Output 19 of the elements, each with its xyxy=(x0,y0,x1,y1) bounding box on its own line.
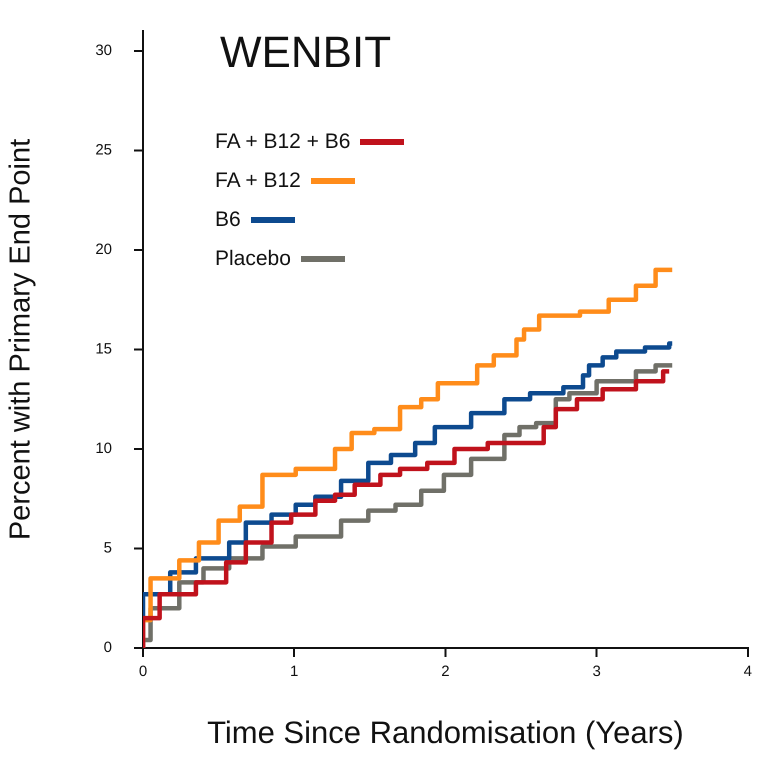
y-axis-title: Percent with Primary End Point xyxy=(4,138,36,540)
x-tick-label: 0 xyxy=(138,663,148,680)
y-tick-label: 25 xyxy=(95,142,112,159)
y-tick-label: 5 xyxy=(104,540,112,557)
legend-label: FA + B12 + B6 xyxy=(215,130,350,154)
x-tick-label: 3 xyxy=(592,663,601,680)
x-tick-label: 2 xyxy=(441,663,450,680)
x-axis-title: Time Since Randomisation (Years) xyxy=(207,714,684,750)
chart-title: WENBIT xyxy=(220,28,392,78)
y-tick-label: 15 xyxy=(95,340,112,358)
y-tick-label: 0 xyxy=(104,639,112,656)
x-tick-label: 4 xyxy=(744,663,752,680)
y-tick-label: 20 xyxy=(95,241,112,258)
y-tick-label: 10 xyxy=(95,440,112,458)
y-tick-label: 30 xyxy=(95,42,112,60)
legend-label: B6 xyxy=(215,208,241,232)
legend-label: FA + B12 xyxy=(215,168,301,192)
legend-label: Placebo xyxy=(215,246,291,270)
x-tick-label: 1 xyxy=(290,663,298,680)
